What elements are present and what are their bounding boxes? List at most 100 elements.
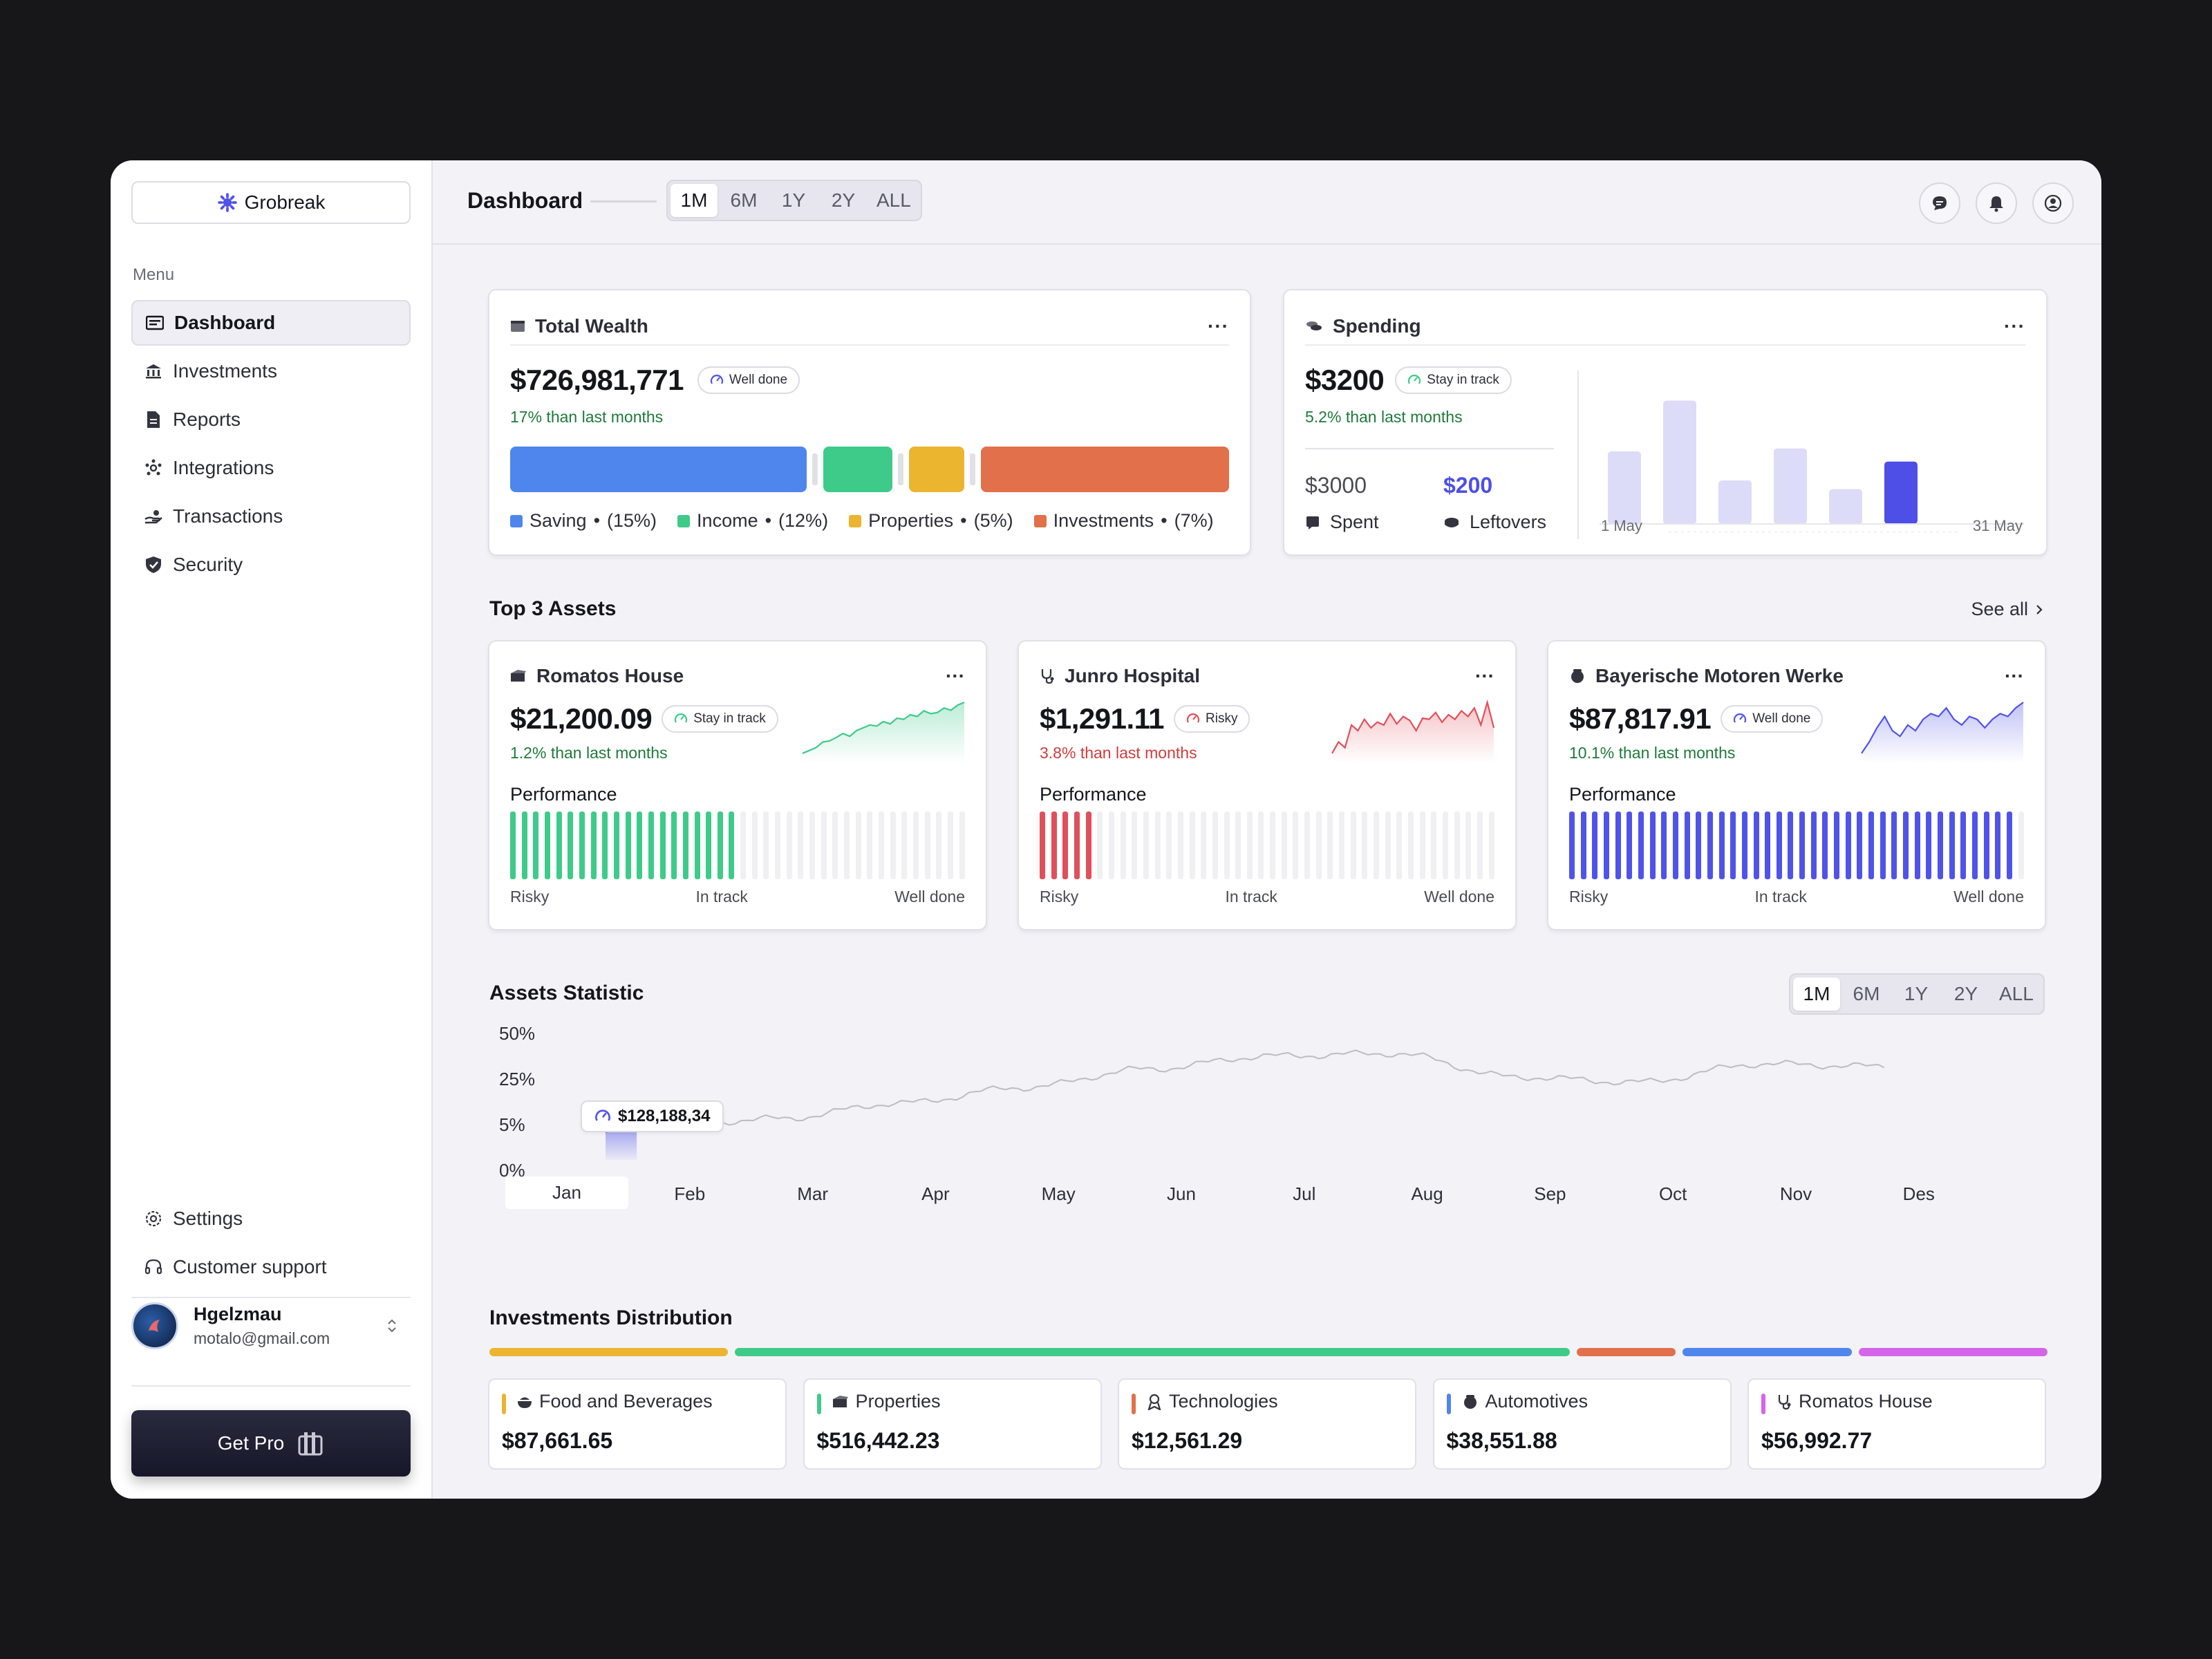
distribution-value: $87,661.65	[502, 1428, 613, 1453]
asset-card[interactable]: Bayerische Motoren Werke ··· $87,817.91 Wel…	[1547, 640, 2046, 930]
leftover-label-row: Leftovers	[1443, 512, 1546, 533]
asset-value-row: $21,200.09 Stay in track	[510, 702, 778, 735]
performance-label: Performance	[510, 784, 617, 805]
status-badge: Stay in track	[1395, 366, 1512, 394]
performance-bar	[1385, 812, 1391, 879]
distribution-label: Food and Beverages	[539, 1391, 713, 1412]
wealth-segment-investments	[980, 447, 1229, 492]
performance-bar	[1477, 812, 1483, 879]
y-tick-label: 25%	[499, 1069, 536, 1089]
asset-sparkline	[1331, 699, 1494, 763]
asset-name: Junro Hospital	[1065, 665, 1201, 686]
sidebar-item-dashboard[interactable]: Dashboard	[131, 300, 411, 346]
header-range-selector: 1M 6M 1Y 2Y ALL	[666, 180, 922, 221]
see-all-label: See all	[1971, 599, 2028, 619]
get-pro-button[interactable]: Get Pro	[131, 1410, 411, 1477]
performance-bar	[1235, 812, 1241, 879]
spending-value-row: $3200 Stay in track	[1305, 364, 1512, 397]
chat-icon[interactable]	[1919, 182, 1960, 224]
performance-bar	[1120, 812, 1126, 879]
performance-bar	[1696, 812, 1702, 879]
sidebar: Grobreak Menu Dashboard Investments Repo…	[111, 160, 433, 1499]
get-pro-label: Get Pro	[217, 1432, 285, 1454]
performance-bar	[625, 812, 631, 879]
performance-bar	[1339, 812, 1345, 879]
performance-bar	[1649, 812, 1656, 879]
x-tick-label-selected[interactable]: Jan	[505, 1177, 628, 1209]
range-2y-button[interactable]: 2Y	[1953, 983, 1978, 1004]
user-profile[interactable]: Hgelzmau motalo@gmail.com	[131, 1298, 411, 1353]
sidebar-item-reports[interactable]: Reports	[131, 397, 411, 442]
asset-card[interactable]: Junro Hospital ··· $1,291.11 Risky 3.8% than…	[1018, 640, 1517, 930]
range-1m-button[interactable]: 1M	[671, 184, 718, 217]
color-marker	[502, 1394, 506, 1414]
performance-bar	[1938, 812, 1943, 879]
asset-card[interactable]: Romatos House ··· $21,200.09 Stay in track 1…	[488, 640, 987, 930]
distribution-label: Automotives	[1485, 1391, 1588, 1412]
performance-bar	[590, 812, 597, 879]
asset-sparkline	[802, 701, 965, 763]
performance-bar	[1154, 812, 1161, 879]
x-tick-label: Aug	[1411, 1183, 1443, 1204]
sidebar-item-settings[interactable]: Settings	[131, 1196, 411, 1241]
chevron-updown-icon[interactable]	[387, 1318, 397, 1333]
more-icon[interactable]: ···	[1208, 315, 1229, 337]
range-1m-button[interactable]: 1M	[1793, 977, 1840, 1011]
range-1y-button[interactable]: 1Y	[781, 189, 806, 211]
distribution-card[interactable]: Romatos House $56,992.77	[1747, 1378, 2046, 1470]
dashboard-icon	[145, 313, 165, 332]
more-icon[interactable]: ···	[1475, 665, 1494, 686]
performance-bar	[1580, 812, 1586, 879]
range-all-button[interactable]: ALL	[877, 189, 911, 211]
report-icon	[144, 410, 163, 429]
range-6m-button[interactable]: 6M	[1853, 983, 1880, 1004]
performance-bar	[1374, 812, 1380, 879]
sidebar-item-investments[interactable]: Investments	[131, 348, 411, 394]
performance-bar	[682, 812, 688, 879]
x-tick-label: Jul	[1293, 1183, 1316, 1204]
distribution-card[interactable]: Properties $516,442.23	[803, 1378, 1102, 1470]
badge-label: Stay in track	[693, 711, 766, 726]
range-all-button[interactable]: ALL	[1999, 983, 2034, 1004]
distribution-label: Technologies	[1169, 1391, 1278, 1412]
distribution-label-row: Food and Beverages	[517, 1391, 713, 1412]
x-tick-label: Feb	[674, 1183, 706, 1204]
headset-icon	[144, 1257, 163, 1277]
performance-bar	[648, 812, 654, 879]
see-all-link[interactable]: See all	[1971, 599, 2043, 620]
range-2y-button[interactable]: 2Y	[831, 189, 856, 211]
user-circle-icon[interactable]	[2032, 182, 2074, 224]
more-icon[interactable]: ···	[2005, 665, 2024, 686]
card-header: Total Wealth ···	[510, 311, 1229, 346]
distribution-label-row: Romatos House	[1777, 1391, 1933, 1412]
performance-bar	[1845, 812, 1851, 879]
more-icon[interactable]: ···	[2004, 315, 2025, 337]
status-badge: Stay in track	[662, 705, 778, 733]
bell-icon[interactable]	[1976, 182, 2017, 224]
stethoscope-icon	[1777, 1394, 1792, 1410]
sidebar-item-security[interactable]: Security	[131, 542, 411, 588]
sidebar-item-integrations[interactable]: Integrations	[131, 445, 411, 491]
gear-icon	[144, 1209, 163, 1228]
performance-bar	[844, 812, 850, 879]
distribution-card[interactable]: Technologies $12,561.29	[1118, 1378, 1416, 1470]
asset-value: $21,200.09	[510, 702, 653, 735]
sparkline-line	[1861, 702, 2024, 754]
range-1y-button[interactable]: 1Y	[1904, 983, 1929, 1004]
performance-bar	[867, 812, 873, 879]
distribution-card[interactable]: Food and Beverages $87,661.65	[488, 1378, 787, 1470]
wealth-segment-bar	[510, 447, 1229, 492]
asset-change: 10.1% than last months	[1569, 744, 1736, 762]
range-6m-button[interactable]: 6M	[730, 189, 758, 211]
spending-vertical-divider	[1577, 371, 1579, 539]
performance-scale: Risky In track Well done	[1569, 888, 2024, 906]
sidebar-item-customer-support[interactable]: Customer support	[131, 1244, 411, 1290]
performance-bar	[579, 812, 585, 879]
performance-bar	[1132, 812, 1138, 879]
brand-button[interactable]: Grobreak	[131, 181, 411, 224]
sidebar-item-transactions[interactable]: Transactions	[131, 494, 411, 539]
performance-bar	[568, 812, 574, 879]
more-icon[interactable]: ···	[946, 665, 965, 686]
distribution-card[interactable]: Automotives $38,551.88	[1432, 1378, 1732, 1470]
scale-well-done-label: Well done	[894, 888, 965, 906]
